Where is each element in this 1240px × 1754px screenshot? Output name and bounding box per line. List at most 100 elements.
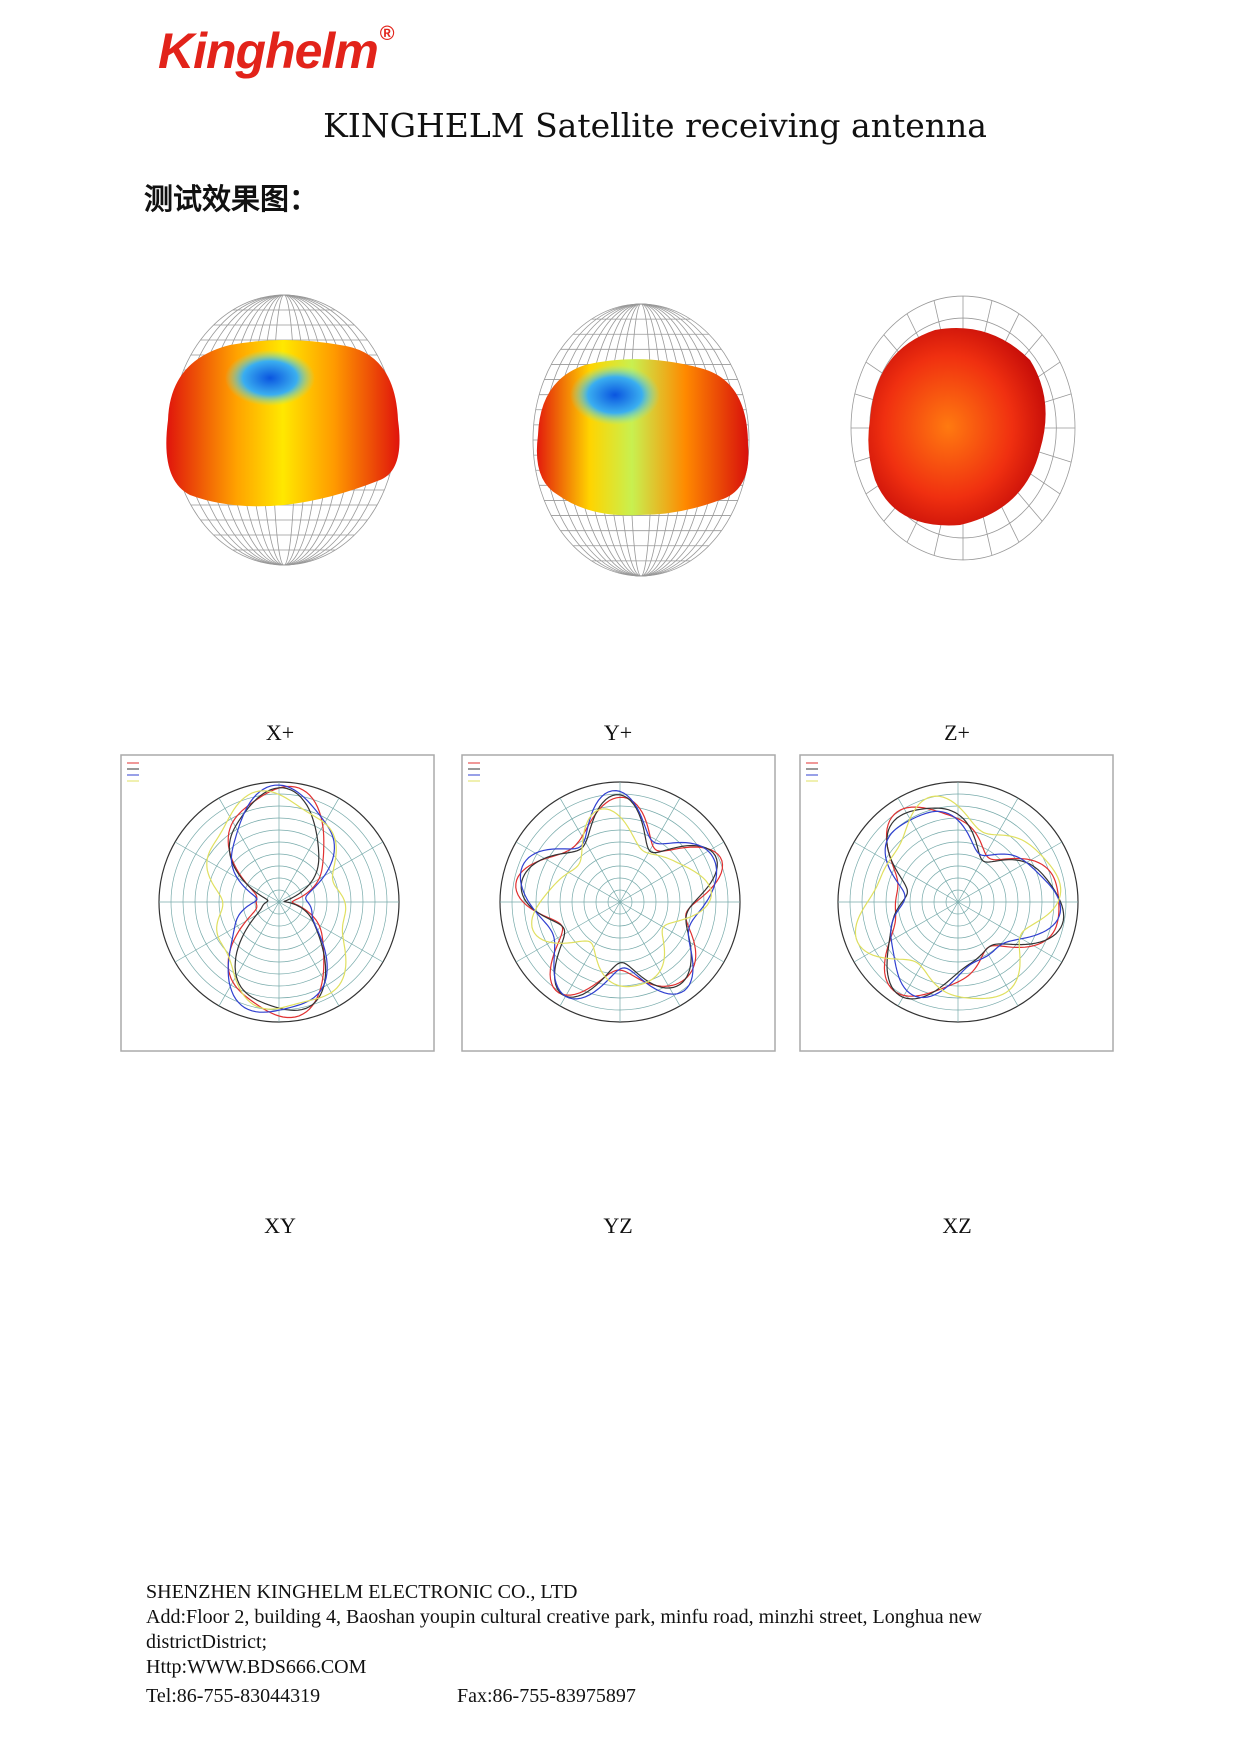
polar-ring (885, 829, 1031, 975)
wireframe (532, 303, 750, 577)
wire (962, 300, 993, 429)
wire (887, 339, 1039, 517)
pattern-curve (884, 810, 1062, 999)
wire (193, 294, 374, 566)
polar-ring (945, 889, 971, 915)
wire (182, 294, 386, 566)
polar-spoke (174, 901, 280, 963)
polar-ring (559, 841, 681, 963)
wire (554, 303, 728, 577)
polar-ring (523, 805, 717, 999)
plot-label: XZ (942, 1213, 972, 1238)
polar-ring (206, 829, 352, 975)
polar-plot (461, 754, 776, 1052)
polar-ring (194, 817, 364, 987)
polar-spoke (619, 797, 681, 903)
wire (865, 361, 964, 429)
plot-frame (461, 754, 776, 1052)
wire (933, 300, 964, 429)
wire (962, 427, 1072, 463)
polar-ring (158, 781, 400, 1023)
polar-ring (921, 865, 995, 939)
polar-spoke (278, 797, 340, 903)
polar-ring (511, 793, 729, 1011)
wire (962, 427, 1020, 543)
polar-ring (254, 877, 304, 927)
logo-text: Kinghelm (158, 23, 379, 79)
address: Add:Floor 2, building 4, Baoshan youpin … (146, 1606, 982, 1653)
wire (238, 294, 330, 566)
polar-spoke (853, 841, 959, 903)
wire (933, 427, 964, 556)
polar-spoke (957, 841, 1063, 903)
wire (171, 294, 397, 566)
pattern-label: Z+ (944, 720, 970, 745)
wire (883, 427, 964, 522)
polar-spoke (278, 841, 384, 903)
pattern-null (570, 365, 660, 425)
polar-spoke (278, 901, 384, 963)
polar-ring (499, 781, 741, 1023)
wire (272, 294, 296, 566)
wireframe (850, 295, 1076, 561)
plot-label: YZ (603, 1213, 633, 1238)
wire (575, 303, 707, 577)
polar-ring (909, 853, 1007, 951)
tel: Tel:86-755-83044319 (146, 1685, 321, 1707)
plot-label: XY (264, 1213, 296, 1238)
polar-spoke (559, 797, 621, 903)
polar-plot (799, 754, 1114, 1052)
wire (261, 294, 307, 566)
fax: Fax:86-755-83975897 (457, 1685, 636, 1707)
radiation-pattern (166, 340, 400, 507)
wire (906, 361, 1020, 495)
polar-spoke (218, 797, 280, 903)
wire (629, 303, 653, 577)
polar-ring (547, 829, 693, 975)
polar-ring (266, 889, 292, 915)
plot-frame (799, 754, 1114, 1052)
wire (962, 313, 1020, 429)
wire (565, 303, 718, 577)
polar-ring (933, 877, 983, 927)
radiation-pattern (536, 359, 749, 516)
company: SHENZHEN KINGHELM ELECTRONIC CO., LTD (146, 1581, 578, 1603)
wire (619, 303, 664, 577)
wire (962, 334, 1043, 429)
plot-frame (120, 754, 435, 1052)
wire (543, 303, 739, 577)
polar-spoke (957, 797, 1019, 903)
wire (962, 427, 1043, 522)
polar-spoke (619, 841, 725, 903)
polar-ring (230, 853, 328, 951)
polar-plot (120, 754, 435, 1052)
wire (865, 427, 964, 495)
wire (586, 303, 696, 577)
wire (850, 295, 1076, 561)
wire (925, 383, 1001, 473)
polar-spoke (515, 901, 621, 963)
polar-ring (837, 781, 1079, 1023)
title: KINGHELM Satellite receiving antenna (323, 106, 987, 145)
pattern-curve (227, 784, 336, 1013)
polar-spoke (957, 901, 1019, 1007)
polar-spoke (278, 901, 340, 1007)
wire (249, 294, 318, 566)
pattern-null (225, 350, 315, 406)
polar-spoke (619, 901, 681, 1007)
wire (216, 294, 352, 566)
polar-ring (897, 841, 1019, 963)
wire (906, 313, 964, 429)
radiation-pattern (868, 328, 1046, 526)
polar-ring (607, 889, 633, 915)
wire (962, 361, 1061, 429)
wire (883, 334, 964, 429)
pattern-curve (519, 789, 718, 1000)
wire (597, 303, 685, 577)
wire (854, 427, 964, 463)
polar-spoke (897, 797, 959, 903)
wire (962, 427, 1061, 495)
logo: Kinghelm ® (158, 22, 395, 80)
website: Http:WWW.BDS666.COM (146, 1656, 367, 1678)
